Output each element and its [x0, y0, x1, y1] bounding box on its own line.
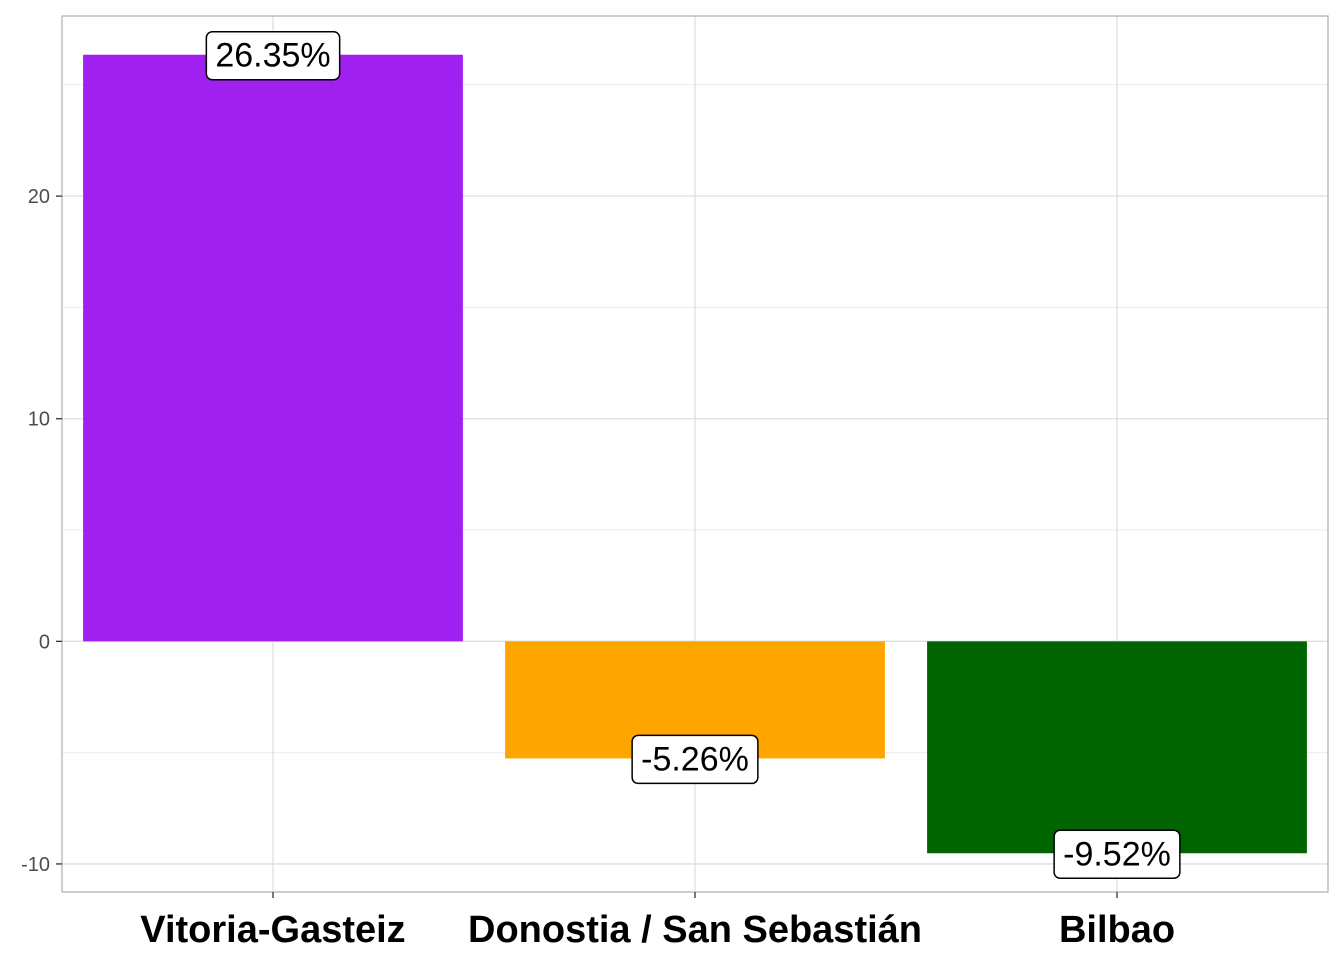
bar [927, 641, 1307, 854]
bars [83, 54, 1307, 854]
data-label-text: 26.35% [215, 37, 330, 75]
y-axis: -10 0 10 20 [21, 186, 62, 876]
y-tick-label: 20 [28, 186, 50, 208]
data-label: 26.35% [205, 30, 341, 81]
data-label-box [1053, 829, 1181, 880]
y-tick-label: 0 [39, 631, 50, 653]
x-tick-label: Vitoria-Gasteiz [140, 909, 405, 951]
data-label: -9.52% [1053, 829, 1181, 880]
y-tick-label: 10 [28, 409, 50, 431]
data-label-text: -9.52% [1063, 835, 1171, 873]
data-labels: 26.35% -5.26% -9.52% [205, 30, 1181, 880]
data-label-box [631, 734, 759, 785]
data-label: -5.26% [631, 734, 759, 785]
x-axis: Vitoria-Gasteiz Donostia / San Sebastián B… [140, 892, 1175, 951]
x-tick-label: Donostia / San Sebastián [468, 909, 922, 951]
x-tick-label: Bilbao [1059, 909, 1175, 951]
data-label-text: -5.26% [641, 740, 749, 778]
y-tick-label: -10 [21, 854, 50, 876]
data-label-box [205, 30, 341, 81]
bar [83, 54, 463, 642]
